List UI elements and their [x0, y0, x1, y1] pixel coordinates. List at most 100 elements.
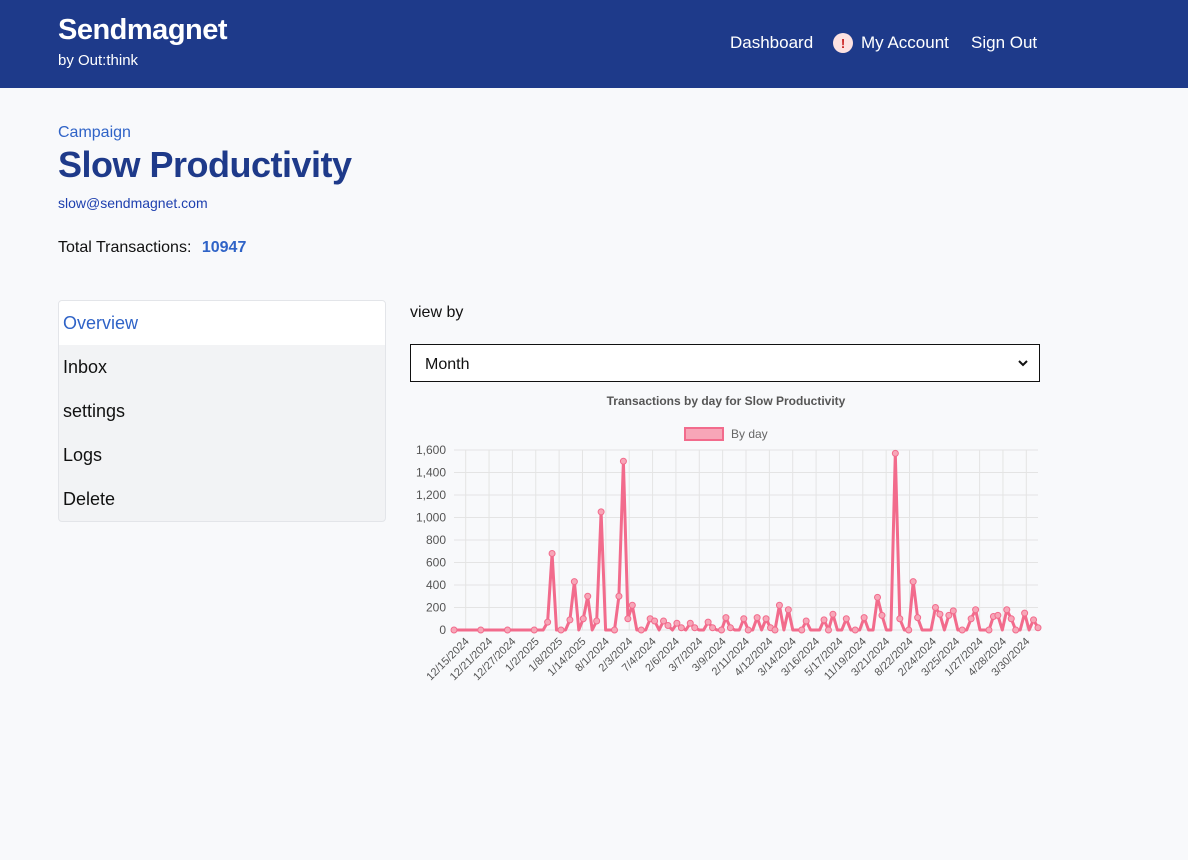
- y-tick-label: 1,000: [416, 511, 446, 525]
- data-point: [673, 619, 681, 627]
- view-by-selected-value: Month: [425, 356, 470, 373]
- sidenav-item-delete[interactable]: Delete: [63, 489, 116, 509]
- data-point: [753, 614, 761, 622]
- data-point: [450, 626, 458, 634]
- alert-icon: !: [833, 33, 853, 53]
- data-point: [771, 626, 779, 634]
- chevron-down-icon: [1018, 360, 1028, 367]
- data-point: [994, 611, 1002, 619]
- campaign-sidenav: Overview Inbox settings Logs Delete: [58, 300, 386, 522]
- data-point: [709, 624, 717, 632]
- data-point: [1003, 606, 1011, 614]
- nav-dashboard-link[interactable]: Dashboard: [730, 33, 814, 52]
- transactions-chart: By day02004006008001,0001,2001,4001,6001…: [416, 427, 1042, 683]
- data-point: [664, 622, 672, 629]
- chart-title: Transactions by day for Slow Productivit…: [606, 394, 846, 408]
- view-by-select[interactable]: Month: [410, 344, 1040, 382]
- data-point: [1030, 616, 1038, 624]
- data-point: [905, 626, 913, 634]
- data-point: [548, 550, 556, 557]
- data-point: [686, 619, 694, 627]
- data-point: [597, 508, 605, 516]
- data-point: [762, 615, 770, 623]
- data-point: [615, 592, 623, 600]
- data-point: [726, 624, 734, 632]
- data-point: [820, 616, 828, 624]
- y-tick-label: 800: [426, 533, 446, 547]
- y-tick-label: 0: [439, 623, 446, 637]
- data-point: [851, 626, 859, 634]
- data-point: [704, 618, 712, 626]
- data-point: [958, 626, 966, 634]
- data-point: [610, 626, 618, 634]
- sidenav-item-logs[interactable]: Logs: [63, 445, 103, 465]
- data-point: [936, 610, 944, 618]
- sidenav-item-settings[interactable]: settings: [63, 401, 126, 421]
- data-point: [896, 615, 904, 623]
- data-point: [972, 606, 980, 614]
- nav-my-account-link[interactable]: ! My Account: [833, 33, 949, 53]
- data-point: [579, 615, 587, 623]
- data-point: [677, 624, 685, 632]
- data-point: [1021, 609, 1029, 617]
- y-tick-label: 1,600: [416, 443, 446, 457]
- data-point: [503, 626, 511, 634]
- total-transactions-label: Total Transactions:: [58, 239, 192, 256]
- data-point: [824, 626, 832, 634]
- data-point: [744, 626, 752, 634]
- data-point: [945, 611, 953, 619]
- sidenav-item-overview[interactable]: Overview: [59, 301, 385, 345]
- data-point: [874, 593, 882, 601]
- nav-my-account-label: My Account: [861, 33, 949, 52]
- data-point: [909, 578, 917, 586]
- data-point: [985, 626, 993, 634]
- data-point: [891, 449, 899, 457]
- y-tick-label: 600: [426, 556, 446, 570]
- data-point: [660, 617, 668, 625]
- data-point: [566, 616, 574, 624]
- brand-logo[interactable]: Sendmagnet: [58, 14, 228, 46]
- data-point: [717, 626, 725, 634]
- data-point: [557, 626, 565, 634]
- data-point: [967, 615, 975, 623]
- data-point: [624, 615, 632, 623]
- y-tick-label: 1,400: [416, 466, 446, 480]
- y-tick-label: 1,200: [416, 488, 446, 502]
- data-point: [931, 604, 939, 611]
- data-point: [860, 614, 868, 622]
- data-point: [637, 626, 645, 634]
- data-point: [740, 615, 748, 623]
- data-point: [878, 611, 886, 619]
- total-transactions-value: 10947: [201, 239, 247, 256]
- data-point: [651, 617, 659, 625]
- data-point: [949, 607, 957, 615]
- data-point: [775, 601, 783, 609]
- data-point: [544, 618, 552, 626]
- data-point: [914, 614, 922, 622]
- data-point: [842, 615, 850, 623]
- data-point: [584, 592, 592, 600]
- top-navbar: Sendmagnet by Out:think Dashboard ! My A…: [0, 0, 1188, 88]
- data-point: [798, 626, 806, 634]
- sidenav-item-inbox[interactable]: Inbox: [63, 357, 108, 377]
- data-point: [530, 626, 538, 634]
- legend-label: By day: [731, 427, 768, 441]
- data-point: [722, 614, 730, 622]
- breadcrumb[interactable]: Campaign: [58, 124, 131, 141]
- data-point: [1034, 624, 1042, 632]
- data-point: [570, 578, 578, 586]
- data-point: [628, 601, 636, 609]
- data-point: [619, 457, 627, 465]
- data-point: [1007, 615, 1015, 623]
- data-point: [593, 617, 601, 625]
- page-title: Slow Productivity: [58, 144, 352, 185]
- brand-subtitle: by Out:think: [58, 52, 139, 69]
- view-by-label: view by: [410, 304, 464, 321]
- data-point: [691, 624, 699, 632]
- data-point: [802, 617, 810, 625]
- legend-swatch: [684, 427, 724, 441]
- data-point: [829, 610, 837, 618]
- campaign-email: slow@sendmagnet.com: [58, 195, 208, 211]
- nav-sign-out-link[interactable]: Sign Out: [971, 33, 1038, 52]
- total-transactions: Total Transactions: 10947: [58, 239, 246, 257]
